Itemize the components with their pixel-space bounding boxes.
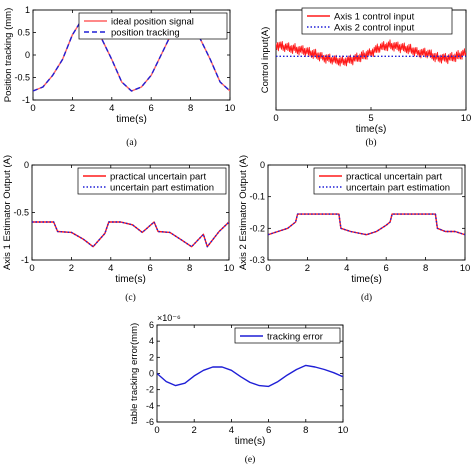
x-axis-label: time(s): [235, 436, 266, 447]
x-tick-label: 5: [368, 113, 373, 124]
chart-panel-d: 0 2 4 6 8 10 -0.3 -0.2 -0.1 0 time(s) Axis 2 Estima…: [238, 155, 470, 303]
y-tick-label: 6: [149, 320, 154, 330]
x-tick-label: 2: [192, 425, 197, 436]
x-tick-label: 2: [305, 263, 310, 274]
panel-caption: (b): [365, 137, 376, 148]
x-tick-label: 8: [423, 263, 428, 274]
y-tick-label: -0.3: [249, 255, 265, 265]
y-axis-label: Control input(A): [260, 27, 271, 94]
panel-caption: (c): [125, 292, 136, 303]
y-tick-label: 0.5: [17, 28, 30, 38]
legend-label-1: uncertain part estimation: [346, 183, 450, 194]
y-tick-label: 2: [149, 352, 154, 362]
x-tick-label: 10: [224, 263, 235, 274]
x-axis-label: time(s): [351, 274, 382, 285]
y-tick-label: -1: [21, 255, 29, 265]
y-tick-label: -4: [146, 401, 154, 411]
x-tick-label: 6: [148, 263, 153, 274]
x-tick-label: 0: [29, 263, 34, 274]
y-tick-label: -0.5: [14, 73, 30, 83]
legend-label-1: uncertain part estimation: [110, 183, 214, 194]
y-axis-label: table tracking error(mm): [129, 323, 140, 424]
x-tick-label: 8: [303, 425, 308, 436]
series-group: [157, 364, 343, 388]
legend-label-1: position tracking: [111, 28, 180, 39]
x-tick-label: 0: [30, 103, 35, 114]
y-tick-label: -0.5: [13, 208, 29, 218]
legend-box: [301, 7, 453, 35]
y-tick-label: 0: [24, 160, 29, 170]
x-tick-label: 10: [338, 425, 349, 436]
legend: tracking error: [234, 327, 341, 344]
y-exponent-label: ×10⁻⁶: [157, 313, 181, 323]
y-tick-label: 4: [149, 336, 154, 346]
x-axis-label: time(s): [115, 274, 146, 285]
panel-caption: (d): [361, 292, 372, 303]
legend-label-0: practical uncertain part: [110, 172, 206, 183]
legend-box: [78, 12, 228, 40]
x-axis-label: time(s): [356, 124, 387, 135]
series-line-0: [276, 39, 466, 67]
y-axis-label: Position tracking (mm): [3, 8, 14, 103]
x-tick-label: 8: [188, 103, 193, 114]
x-tick-label: 0: [154, 425, 159, 436]
y-tick-label: -6: [146, 417, 154, 427]
y-tick-label: 0: [260, 160, 265, 170]
x-tick-label: 10: [460, 263, 471, 274]
x-tick-label: 10: [225, 103, 236, 114]
x-tick-label: 2: [69, 263, 74, 274]
series-group: [268, 213, 465, 236]
x-tick-label: 0: [265, 263, 270, 274]
y-tick-label: 1: [25, 5, 30, 15]
panel-caption: (e): [245, 454, 256, 465]
legend-box: [313, 167, 463, 195]
legend-label-0: tracking error: [267, 332, 323, 343]
chart-panel-c: 0 2 4 6 8 10 -1 -0.5 0 time(s) Axis 1 Estimator Ou…: [2, 155, 234, 303]
x-tick-label: 10: [461, 113, 472, 124]
legend-box: [77, 167, 227, 195]
x-tick-label: 2: [70, 103, 75, 114]
y-tick-label: 0: [25, 50, 30, 60]
x-tick-label: 6: [384, 263, 389, 274]
series-line-0: [32, 221, 229, 248]
series-line-1: [268, 213, 465, 236]
chart-panel-a: 0 2 4 6 8 10 -1 -0.5 0 0.5 1 time(s) Position tracki…: [3, 5, 235, 148]
x-tick-label: 8: [187, 263, 192, 274]
legend-label-0: Axis 1 control input: [334, 12, 415, 23]
y-axis-label: Axis 2 Estimator Output (A): [238, 155, 249, 270]
series-group: [276, 39, 466, 67]
y-tick-label: -0.2: [249, 223, 265, 233]
x-tick-label: 4: [108, 263, 113, 274]
x-axis-label: time(s): [116, 114, 147, 125]
series-group: [32, 221, 229, 248]
x-tick-label: 4: [344, 263, 349, 274]
y-tick-label: -1: [22, 95, 30, 105]
x-tick-label: 0: [273, 113, 278, 124]
panel-caption: (a): [126, 137, 137, 148]
legend-label-0: ideal position signal: [111, 17, 194, 28]
y-axis-label: Axis 1 Estimator Output (A): [2, 155, 13, 270]
y-tick-label: -0.1: [249, 192, 265, 202]
legend-label-0: practical uncertain part: [346, 172, 442, 183]
x-tick-label: 4: [109, 103, 114, 114]
legend-label-1: Axis 2 control input: [334, 23, 415, 34]
chart-panel-b: 0 5 10 time(s) Control input(A) (b) Axis 1 con…: [260, 7, 472, 148]
legend-box: [234, 327, 341, 344]
series-line-0: [157, 364, 343, 388]
y-tick-label: -2: [146, 385, 154, 395]
x-tick-label: 6: [149, 103, 154, 114]
y-tick-label: 0: [149, 369, 154, 379]
x-tick-label: 4: [229, 425, 234, 436]
x-tick-label: 6: [266, 425, 271, 436]
